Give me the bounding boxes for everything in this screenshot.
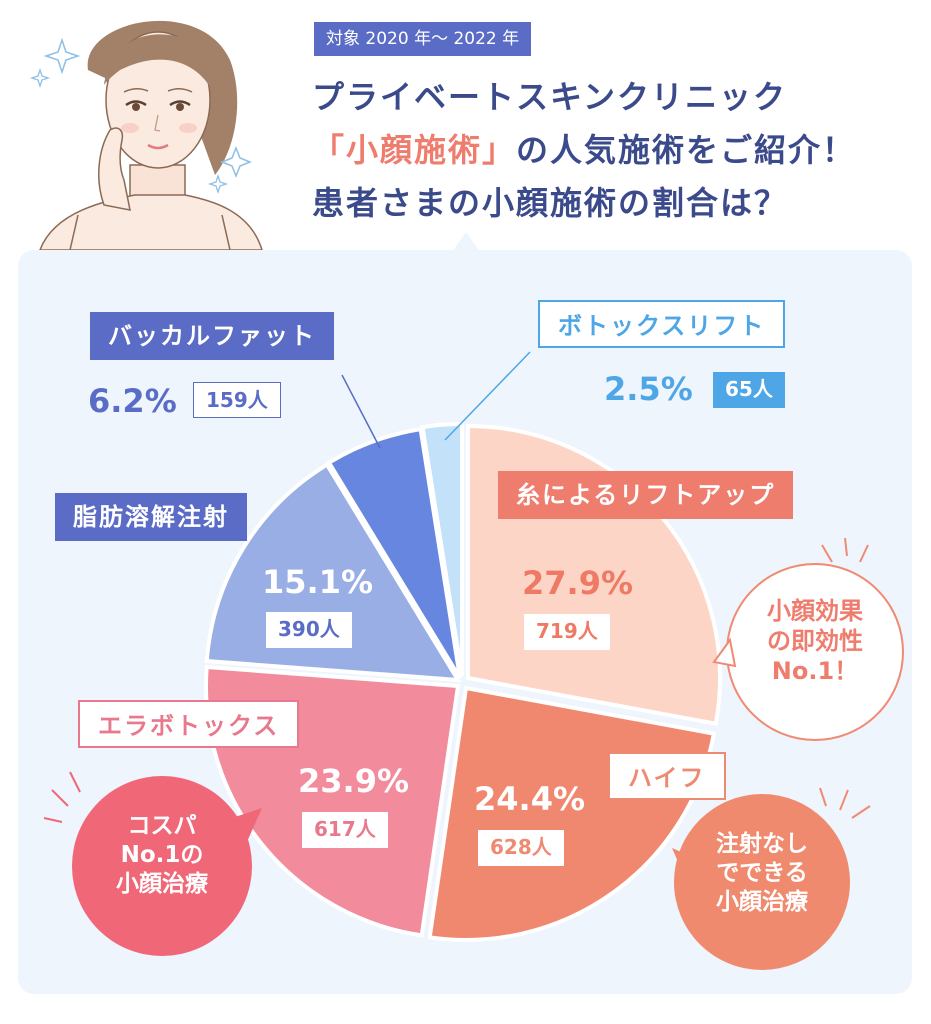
cnt-buccal: 159人 — [193, 382, 281, 418]
panel-notch — [452, 232, 480, 252]
title-line-2-rest: の人気施術をご紹介！ — [516, 131, 857, 169]
label-hifu: ハイフ — [608, 752, 726, 800]
label-botox-lift: ボトックスリフト — [538, 300, 786, 348]
label-thread-lift: 糸によるリフトアップ — [498, 471, 794, 519]
pct-thread: 27.9% — [522, 564, 634, 602]
pct-hifu: 24.4% — [474, 780, 586, 818]
bubble-hifu-text: 注射なし でできる 小顔治療 — [716, 831, 808, 915]
pie-slice-5 — [420, 421, 464, 677]
pie-slice-4 — [326, 426, 462, 680]
title-line-1: プライベートスキンクリニック — [312, 78, 788, 116]
bubble-era-circle — [72, 776, 252, 956]
title-line-3: 患者さまの小顔施術の割合は？ — [312, 184, 789, 222]
bubble-ito-text: 小顔効果 の即効性 No.1！ — [767, 597, 863, 685]
label-buccal-fat: バッカルファット — [90, 312, 334, 360]
pct-botox: 2.5% — [604, 370, 693, 408]
cnt-era: 617人 — [302, 812, 388, 848]
cnt-hifu: 628人 — [478, 830, 564, 866]
pct-era: 23.9% — [298, 762, 410, 800]
cnt-thread: 719人 — [524, 614, 610, 650]
label-fat-dissolve: 脂肪溶解注射 — [55, 493, 247, 541]
pct-buccal: 6.2% — [88, 382, 177, 420]
label-era-botox: エラボトックス — [78, 700, 300, 748]
cnt-botox: 65人 — [713, 372, 785, 408]
title-highlight: 「小顔施術」 — [312, 131, 517, 169]
woman-illustration — [29, 20, 263, 250]
cnt-fat: 390人 — [266, 612, 352, 648]
title-line-2: 「小顔施術」の人気施術をご紹介！ — [312, 125, 856, 171]
pct-fat: 15.1% — [262, 563, 374, 601]
bubble-era-text: コスパ No.1の 小顔治療 — [116, 813, 208, 897]
bubble-hifu-circle — [674, 794, 850, 970]
period-badge: 対象 2020 年～ 2022 年 — [314, 22, 532, 56]
